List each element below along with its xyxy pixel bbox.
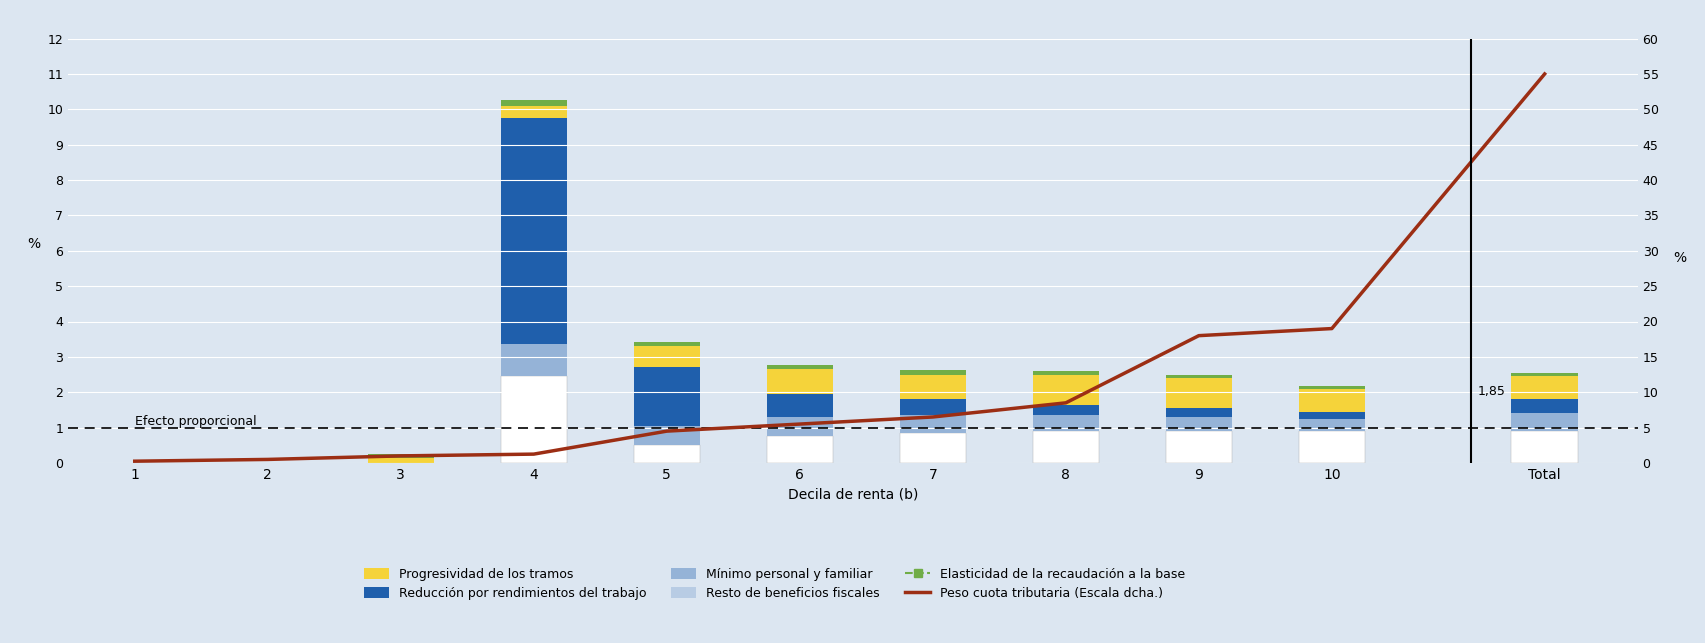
Bar: [1511, 373, 1577, 376]
Bar: [633, 445, 699, 463]
Bar: [1032, 374, 1098, 404]
Bar: [367, 458, 433, 463]
Text: 1,85: 1,85: [1477, 385, 1506, 398]
Bar: [1298, 419, 1364, 431]
Bar: [633, 367, 699, 426]
Bar: [500, 105, 566, 118]
Bar: [1511, 413, 1577, 431]
Bar: [766, 369, 832, 394]
Bar: [1511, 376, 1577, 399]
Bar: [1511, 431, 1577, 463]
Bar: [633, 426, 699, 445]
Bar: [899, 370, 965, 374]
Bar: [1165, 378, 1231, 408]
Bar: [766, 365, 832, 369]
Bar: [1298, 386, 1364, 388]
X-axis label: Decila de renta (b): Decila de renta (b): [788, 487, 917, 502]
Bar: [766, 417, 832, 437]
Bar: [899, 399, 965, 415]
Legend: Progresividad de los tramos, Reducción por rendimientos del trabajo, Mínimo pers: Progresividad de los tramos, Reducción p…: [358, 563, 1190, 605]
Bar: [766, 437, 832, 463]
Bar: [1298, 388, 1364, 412]
Bar: [1165, 417, 1231, 431]
Bar: [633, 346, 699, 367]
Bar: [1298, 412, 1364, 419]
Bar: [1511, 399, 1577, 413]
Bar: [1165, 408, 1231, 417]
Bar: [500, 100, 566, 105]
Text: Efecto proporcional: Efecto proporcional: [135, 415, 256, 428]
Bar: [1032, 371, 1098, 374]
Bar: [500, 345, 566, 376]
Bar: [1032, 404, 1098, 415]
Bar: [899, 415, 965, 433]
Bar: [367, 454, 433, 458]
Bar: [1032, 431, 1098, 463]
Bar: [899, 374, 965, 399]
Bar: [1165, 431, 1231, 463]
Y-axis label: %: %: [1673, 251, 1685, 265]
Y-axis label: %: %: [27, 237, 41, 251]
Bar: [1032, 415, 1098, 431]
Bar: [899, 433, 965, 463]
Bar: [500, 118, 566, 345]
Bar: [1298, 431, 1364, 463]
Bar: [633, 342, 699, 346]
Bar: [766, 394, 832, 417]
Bar: [1165, 376, 1231, 378]
Bar: [500, 376, 566, 463]
